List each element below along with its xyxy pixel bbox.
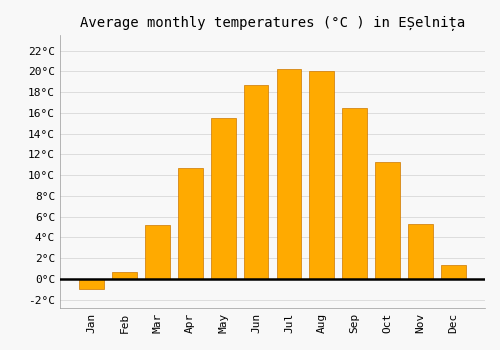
Bar [80, 279, 104, 289]
Bar [441, 265, 466, 279]
Bar [342, 108, 367, 279]
Bar [408, 224, 433, 279]
Title: Average monthly temperatures (°C ) in EȘelnița: Average monthly temperatures (°C ) in EȘ… [80, 16, 465, 31]
Bar [145, 225, 170, 279]
Bar [178, 168, 203, 279]
Bar [211, 118, 236, 279]
Bar [310, 71, 334, 279]
Bar [276, 69, 301, 279]
Bar [376, 162, 400, 279]
Bar [112, 272, 137, 279]
Bar [244, 85, 268, 279]
